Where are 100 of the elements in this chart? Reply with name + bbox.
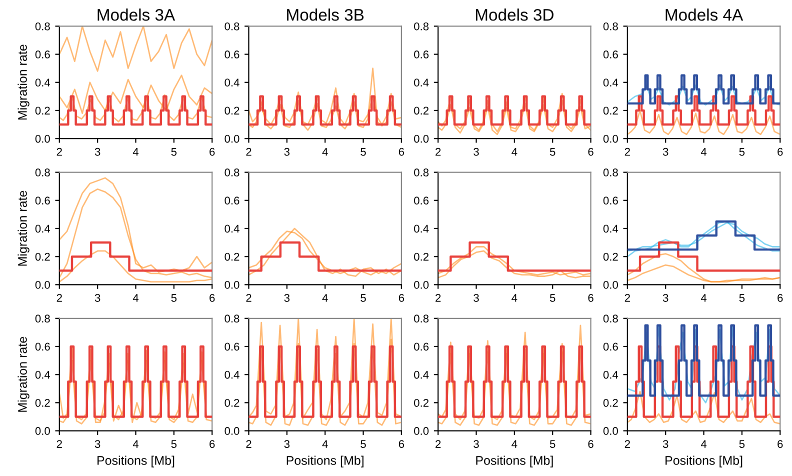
x-tick-label: 6: [778, 294, 783, 302]
x-tick-label: 3: [284, 440, 290, 448]
x-tick-label: 4: [322, 440, 328, 448]
y-tick-label: 0.8: [414, 168, 429, 176]
x-tick-label: 2: [246, 440, 252, 448]
y-tick-label: 0.2: [35, 252, 50, 261]
x-tick-label: 4: [322, 294, 328, 302]
x-tick-label: 4: [512, 148, 518, 156]
x-tick-label: 6: [778, 148, 783, 156]
x-tick-label: 4: [512, 294, 518, 302]
x-tick-label: 3: [662, 148, 668, 156]
y-tick-label: 0.8: [603, 168, 618, 176]
y-tick-label: 0.4: [414, 224, 429, 233]
y-tick-label: 0.0: [414, 134, 429, 143]
y-tick-label: 0.4: [35, 224, 50, 233]
x-tick-label: 2: [436, 148, 441, 156]
x-tick-label: 3: [94, 440, 100, 448]
x-tick-label: 2: [246, 294, 252, 302]
x-tick-label: 4: [132, 294, 139, 302]
y-axis-title: Migration rate: [18, 336, 30, 412]
y-tick-label: 0.4: [35, 78, 50, 87]
x-tick-label: 2: [624, 148, 630, 156]
y-tick-label: 0.6: [603, 342, 618, 351]
y-tick-label: 0.6: [35, 50, 50, 58]
chart-title: Models 3D: [476, 8, 554, 21]
y-tick-label: 0.6: [603, 196, 618, 205]
y-tick-label: 0.4: [224, 224, 240, 233]
y-tick-label: 0.0: [414, 427, 429, 435]
x-tick-label: 2: [56, 294, 62, 302]
y-tick-label: 0.6: [224, 50, 240, 58]
y-tick-label: 0.8: [35, 314, 50, 323]
y-tick-label: 0.6: [414, 342, 429, 351]
y-tick-label: 0.8: [414, 314, 429, 323]
x-tick-label: 2: [56, 148, 62, 156]
x-tick-label: 5: [550, 440, 556, 448]
x-tick-label: 3: [662, 294, 668, 302]
y-tick-label: 0.2: [603, 398, 618, 407]
x-tick-label: 3: [474, 148, 479, 156]
y-tick-label: 0.4: [603, 78, 618, 87]
x-tick-label: 3: [284, 294, 290, 302]
x-tick-label: 2: [436, 294, 441, 302]
x-tick-label: 2: [436, 440, 441, 448]
y-tick-label: 0.8: [35, 22, 50, 30]
x-tick-label: 4: [132, 148, 139, 156]
y-tick-label: 0.0: [603, 427, 618, 435]
x-tick-label: 2: [246, 148, 252, 156]
x-tick-label: 6: [398, 440, 404, 448]
x-tick-label: 6: [588, 440, 594, 448]
x-axis-title: Positions [Mb]: [286, 456, 364, 468]
x-tick-label: 4: [700, 440, 707, 448]
y-tick-label: 0.2: [414, 106, 428, 115]
y-tick-label: 0.2: [603, 106, 618, 115]
y-tick-label: 0.0: [224, 134, 240, 143]
y-tick-label: 0.6: [224, 196, 240, 205]
x-tick-label: 5: [739, 440, 745, 448]
y-tick-label: 0.8: [603, 314, 618, 323]
x-tick-label: 5: [171, 148, 177, 156]
x-tick-label: 6: [210, 294, 215, 302]
y-tick-label: 0.8: [603, 22, 618, 30]
y-tick-label: 0.0: [35, 134, 50, 143]
x-tick-label: 6: [588, 294, 594, 302]
y-tick-label: 0.6: [414, 196, 429, 205]
x-axis-title: Positions [Mb]: [476, 456, 553, 468]
y-axis-title: Migration rate: [18, 190, 30, 266]
y-tick-label: 0.6: [35, 342, 50, 351]
x-tick-label: 3: [474, 294, 479, 302]
x-tick-label: 6: [588, 148, 594, 156]
y-tick-label: 0.6: [224, 342, 240, 351]
x-tick-label: 6: [210, 440, 215, 448]
x-tick-label: 3: [662, 440, 668, 448]
x-tick-label: 5: [550, 148, 556, 156]
x-tick-label: 5: [171, 294, 177, 302]
x-tick-label: 2: [624, 294, 630, 302]
x-axis-title: Positions [Mb]: [666, 456, 742, 468]
x-tick-label: 5: [360, 440, 366, 448]
x-tick-label: 4: [700, 294, 707, 302]
x-tick-label: 5: [739, 294, 745, 302]
x-tick-label: 5: [739, 148, 745, 156]
y-tick-label: 0.2: [603, 252, 618, 261]
y-tick-label: 0.4: [414, 78, 429, 87]
chart-title: Models 4A: [666, 8, 744, 21]
x-tick-label: 4: [512, 440, 518, 448]
x-tick-label: 3: [284, 148, 290, 156]
y-tick-label: 0.0: [603, 134, 618, 143]
y-tick-label: 0.2: [414, 398, 428, 407]
x-tick-label: 4: [700, 148, 707, 156]
y-tick-label: 0.4: [35, 370, 50, 379]
y-tick-label: 0.2: [224, 398, 240, 407]
y-tick-label: 0.8: [224, 314, 240, 323]
y-tick-label: 0.4: [603, 370, 618, 379]
x-tick-label: 3: [94, 148, 100, 156]
y-tick-label: 0.4: [414, 370, 429, 379]
y-tick-label: 0.8: [224, 22, 240, 30]
y-tick-label: 0.8: [224, 168, 240, 176]
x-tick-label: 3: [474, 440, 479, 448]
y-tick-label: 0.6: [414, 50, 429, 58]
y-tick-label: 0.0: [35, 427, 50, 435]
y-tick-label: 0.2: [414, 252, 428, 261]
x-tick-label: 5: [360, 294, 366, 302]
x-tick-label: 2: [56, 440, 62, 448]
